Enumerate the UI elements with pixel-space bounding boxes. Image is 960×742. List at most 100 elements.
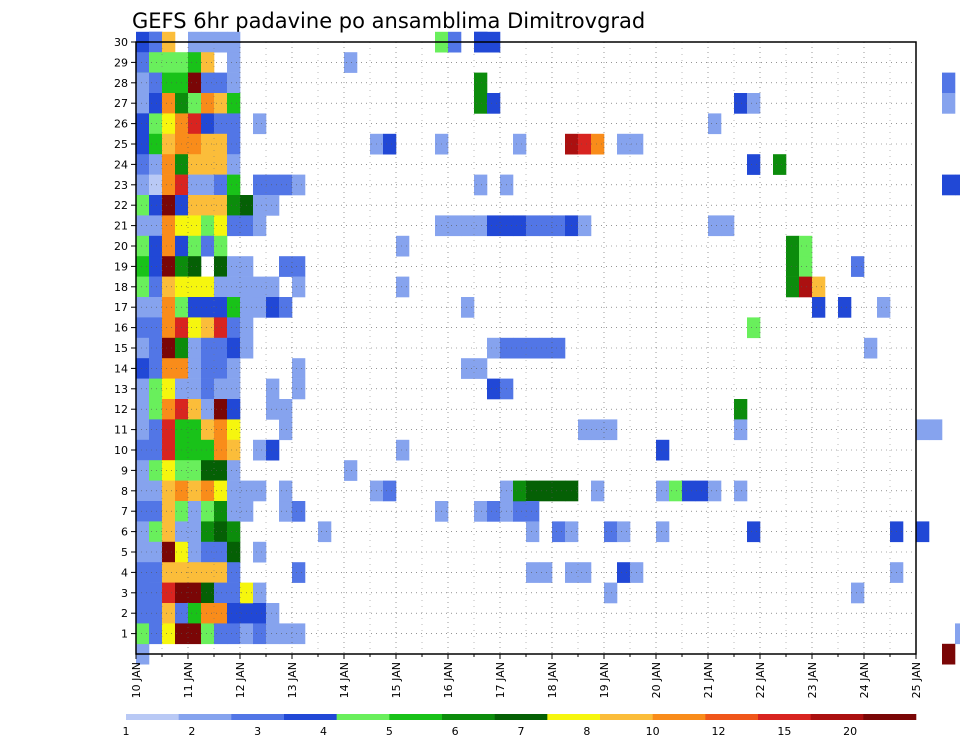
heatmap-cell: [214, 439, 228, 461]
heatmap-cell: [136, 562, 150, 583]
heatmap-cell: [201, 521, 215, 543]
y-tick-label: 15: [114, 342, 128, 355]
heatmap-cell: [526, 337, 540, 359]
x-axis-ticks: 10 JAN 11 JAN 12 JAN 13 JAN 14 JAN 15 JAN 16 J…: [130, 654, 923, 698]
heatmap-cell: [617, 562, 631, 583]
y-tick-label: 11: [114, 424, 128, 437]
colorbar-swatch: [178, 714, 232, 720]
heatmap-cell: [188, 174, 202, 196]
heatmap-cell: [461, 215, 475, 237]
heatmap-cell: [747, 317, 761, 339]
heatmap-cell: [201, 582, 215, 604]
heatmap-cell: [162, 72, 176, 94]
heatmap-cell: [708, 113, 722, 135]
heatmap-cell: [526, 215, 540, 237]
heatmap-cell: [188, 154, 202, 175]
x-tick-label: 18 JAN: [546, 662, 559, 698]
heatmap-cell: [201, 358, 215, 379]
heatmap-cell: [162, 419, 176, 441]
heatmap-cell: [513, 480, 527, 502]
heatmap-cell: [162, 501, 176, 522]
heatmap-cell: [149, 337, 163, 359]
heatmap-cell: [734, 480, 748, 502]
heatmap-cell: [227, 582, 241, 604]
heatmap-cell: [188, 52, 202, 73]
heatmap-cell: [214, 378, 228, 400]
heatmap-cell: [227, 72, 241, 94]
heatmap-cell: [162, 215, 176, 237]
heatmap-cell: [188, 378, 202, 400]
heatmap-cell: [266, 378, 280, 400]
y-tick-label: 27: [114, 97, 128, 110]
heatmap-cell: [136, 195, 150, 216]
heatmap-cell: [188, 439, 202, 461]
heatmap-cell: [539, 562, 553, 583]
heatmap-cell: [578, 419, 592, 441]
heatmap-cell: [188, 276, 202, 298]
heatmap-cell: [279, 297, 293, 318]
heatmap-cell: [149, 174, 163, 196]
heatmap-cell: [227, 623, 241, 645]
heatmap-cell: [279, 256, 293, 277]
colorbar-label: 4: [320, 725, 327, 738]
y-tick-label: 23: [114, 179, 128, 192]
heatmap-cell: [266, 603, 280, 624]
heatmap-cell: [188, 72, 202, 94]
y-tick-label: 7: [121, 505, 128, 518]
heatmap-cell: [136, 399, 150, 420]
y-tick-label: 2: [121, 607, 128, 620]
heatmap-cell: [227, 378, 241, 400]
heatmap-cell: [162, 521, 176, 543]
heatmap-cell: [487, 378, 501, 400]
heatmap-cell: [136, 582, 150, 604]
heatmap-cell: [136, 215, 150, 237]
heatmap-cell: [214, 174, 228, 196]
heatmap-cell: [201, 317, 215, 339]
heatmap-cell: [136, 501, 150, 522]
y-tick-label: 26: [114, 118, 128, 131]
x-tick-label: 19 JAN: [598, 662, 611, 698]
heatmap-cell: [214, 72, 228, 94]
heatmap-cell: [149, 541, 163, 563]
y-tick-label: 14: [114, 362, 128, 375]
heatmap-cell: [227, 501, 241, 522]
heatmap-cell: [188, 603, 202, 624]
heatmap-cell: [214, 317, 228, 339]
heatmap-cell: [604, 521, 618, 543]
heatmap-cell: [474, 501, 488, 522]
y-tick-label: 29: [114, 56, 128, 69]
heatmap-cell: [344, 460, 358, 481]
heatmap-cell: [214, 133, 228, 155]
heatmap-cell: [149, 52, 163, 73]
heatmap-cell: [747, 521, 761, 543]
heatmap-cell: [227, 399, 241, 420]
heatmap-cell: [279, 623, 293, 645]
heatmap-cell: [734, 93, 748, 114]
heatmap-cell: [214, 113, 228, 135]
heatmap-cell: [149, 276, 163, 298]
heatmap-cell: [227, 174, 241, 196]
heatmap-cell: [526, 480, 540, 502]
heatmap-cell: [253, 541, 267, 563]
heatmap-cell: [201, 501, 215, 522]
y-tick-label: 4: [121, 566, 128, 579]
heatmap-cell: [201, 235, 215, 257]
heatmap-cell: [188, 399, 202, 420]
x-tick-label: 10 JAN: [130, 662, 143, 698]
heatmap-cell: [136, 460, 150, 481]
heatmap-cell: [383, 133, 397, 155]
y-tick-label: 13: [114, 383, 128, 396]
heatmap-cell: [149, 215, 163, 237]
heatmap-cell: [201, 460, 215, 481]
heatmap-cell: [851, 256, 865, 277]
heatmap-cell: [201, 195, 215, 216]
heatmap-cell: [214, 276, 228, 298]
heatmap-cell: [149, 378, 163, 400]
heatmap-cell: [214, 419, 228, 441]
heatmap-cell: [214, 501, 228, 522]
y-tick-label: 19: [114, 260, 128, 273]
heatmap-cell: [513, 337, 527, 359]
heatmap-cell: [214, 358, 228, 379]
colorbar-swatch: [389, 714, 443, 720]
heatmap-cell: [188, 419, 202, 441]
